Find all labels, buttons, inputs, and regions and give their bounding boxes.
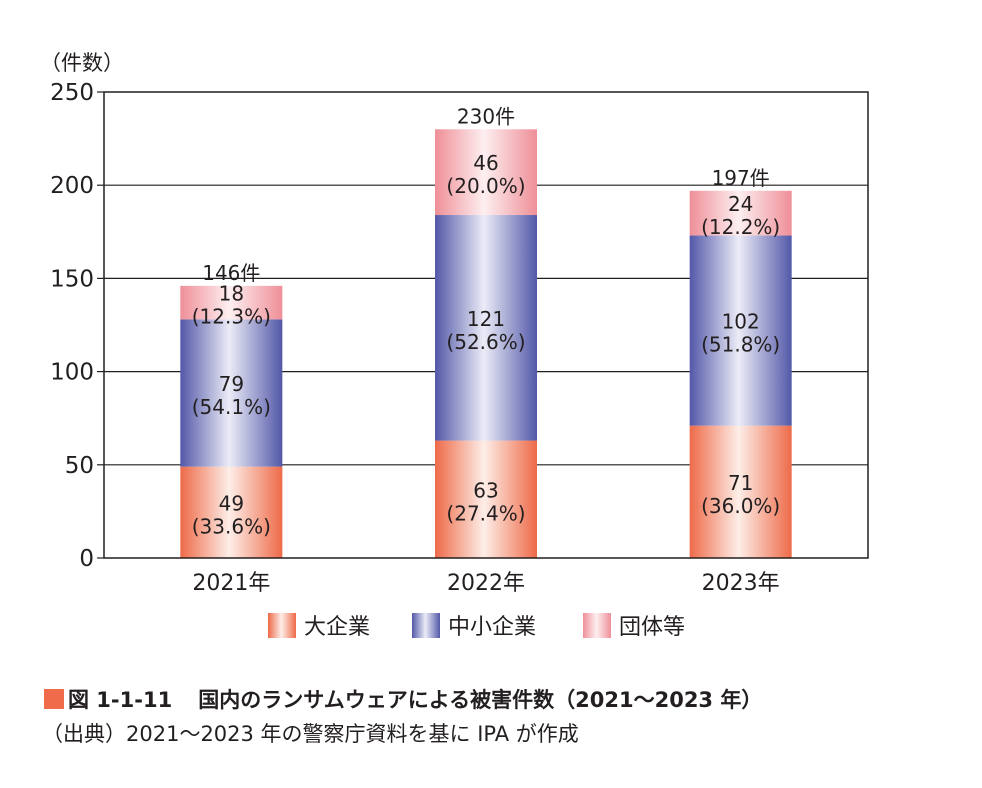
legend-swatch-中小企業 xyxy=(412,613,440,638)
legend: 大企業 中小企業 団体等 xyxy=(268,613,685,640)
x-tick-label: 2021年 xyxy=(192,571,270,596)
source-note: （出典）2021～2023 年の警察庁資料を基に IPA が作成 xyxy=(42,722,579,746)
percent-label: (20.0%) xyxy=(446,174,525,198)
percent-label: (12.3%) xyxy=(192,305,271,329)
value-label: 49 xyxy=(219,491,244,515)
percent-label: (51.8%) xyxy=(701,333,780,357)
legend-label: 大企業 xyxy=(304,615,370,640)
axes: 0 50 100 150 200 250 （件数） xyxy=(40,51,124,572)
caption-square-icon xyxy=(44,689,64,709)
figure-number: 図 1-1-11 xyxy=(68,688,173,712)
value-label: 71 xyxy=(728,471,753,495)
bars: 49(33.6%)79(54.1%)18(12.3%)146件2021年63(2… xyxy=(180,104,792,596)
y-tick-label: 200 xyxy=(50,173,94,199)
y-tick-label: 50 xyxy=(65,453,94,479)
y-axis-unit-label: （件数） xyxy=(40,51,124,75)
figure-caption: 図 1-1-11 国内のランサムウェアによる被害件数（2021～2023 年） xyxy=(44,684,762,714)
value-label: 102 xyxy=(722,310,760,334)
total-label: 146件 xyxy=(202,261,260,285)
bar-segment-2021年-団体等 xyxy=(180,285,283,320)
plot-frame xyxy=(103,91,869,559)
percent-label: (36.0%) xyxy=(701,494,780,518)
bar-segment-2022年-大企業 xyxy=(435,440,537,558)
bar-segment-2023年-中小企業 xyxy=(689,235,792,426)
value-label: 63 xyxy=(473,478,498,502)
value-label: 24 xyxy=(728,192,753,216)
bar-segment-2021年-中小企業 xyxy=(180,319,283,467)
legend-label: 中小企業 xyxy=(448,615,536,640)
figure-title: 国内のランサムウェアによる被害件数（2021～2023 年） xyxy=(198,688,763,712)
percent-label: (12.2%) xyxy=(701,215,780,239)
value-label: 18 xyxy=(219,282,244,306)
bar-segment-2022年-中小企業 xyxy=(435,215,537,441)
value-label: 46 xyxy=(473,151,498,175)
total-label: 230件 xyxy=(457,104,515,128)
value-label: 79 xyxy=(219,372,244,396)
total-label: 197件 xyxy=(712,166,770,190)
legend-swatch-団体等 xyxy=(583,613,611,638)
bar-segment-2023年-団体等 xyxy=(689,190,792,236)
value-label: 121 xyxy=(467,307,505,331)
y-tick-label: 250 xyxy=(50,80,94,106)
percent-label: (52.6%) xyxy=(446,330,525,354)
legend-swatch-大企業 xyxy=(268,613,296,638)
y-tick-label: 0 xyxy=(79,546,94,572)
x-tick-label: 2022年 xyxy=(447,571,525,596)
y-tick-label: 100 xyxy=(50,360,94,386)
percent-label: (33.6%) xyxy=(192,514,271,538)
bar-segment-2021年-大企業 xyxy=(180,466,283,558)
bar-segment-2023年-大企業 xyxy=(689,425,792,558)
bar-segment-2022年-団体等 xyxy=(435,129,537,216)
percent-label: (54.1%) xyxy=(192,395,271,419)
legend-label: 団体等 xyxy=(619,615,685,640)
ransomware-chart: 49(33.6%)79(54.1%)18(12.3%)146件2021年63(2… xyxy=(40,51,869,640)
y-tick-label: 150 xyxy=(50,266,94,292)
x-tick-label: 2023年 xyxy=(702,571,780,596)
plot-border xyxy=(103,91,869,559)
percent-label: (27.4%) xyxy=(446,501,525,525)
